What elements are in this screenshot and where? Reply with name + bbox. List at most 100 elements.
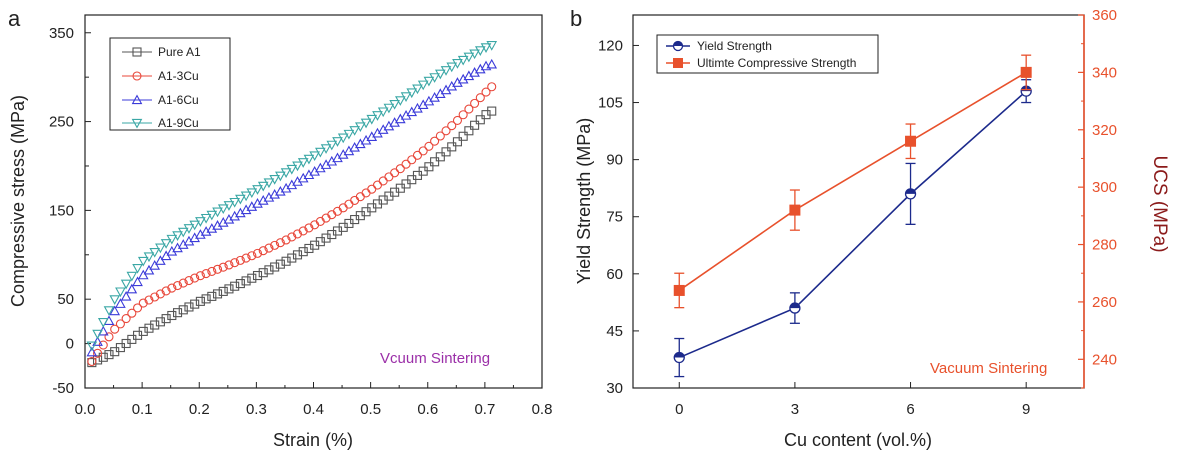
data-point xyxy=(384,172,394,182)
data-point xyxy=(280,168,292,178)
panel-a-xtick-label: 0.4 xyxy=(303,401,324,418)
data-point xyxy=(464,104,474,114)
data-point xyxy=(487,82,497,92)
data-point xyxy=(486,58,498,69)
data-point xyxy=(337,133,349,144)
legend-label-yield: Yield Strength xyxy=(697,39,772,53)
panel-b-legend-box xyxy=(656,34,879,74)
data-point xyxy=(133,303,143,313)
data-point xyxy=(452,59,463,69)
panel-b-ytick-label: 90 xyxy=(606,152,623,169)
data-point xyxy=(137,269,149,280)
data-point xyxy=(395,164,405,174)
panel-b-ytick-label: 75 xyxy=(606,209,623,226)
data-point xyxy=(475,115,485,125)
data-point xyxy=(343,129,355,140)
data-point xyxy=(378,176,388,186)
data-point xyxy=(470,98,480,108)
data-point xyxy=(673,284,685,296)
data-point xyxy=(440,66,452,76)
data-point xyxy=(200,213,212,224)
data-point xyxy=(224,260,234,270)
data-point xyxy=(178,305,188,315)
data-point xyxy=(104,332,114,342)
data-point xyxy=(138,326,148,336)
data-point xyxy=(166,234,178,245)
data-point xyxy=(103,315,115,326)
data-point xyxy=(229,197,240,208)
panel-b-y2tick-label: 360 xyxy=(1092,7,1117,24)
panel-b-y2tick-label: 300 xyxy=(1092,179,1117,196)
data-point xyxy=(487,106,497,116)
panel-a-legend-items xyxy=(122,47,152,129)
data-point xyxy=(458,110,468,120)
data-point xyxy=(447,142,457,152)
panel-b-y2tick-label: 260 xyxy=(1092,294,1117,311)
data-point xyxy=(247,273,257,283)
data-point xyxy=(183,224,195,234)
data-point xyxy=(457,55,469,66)
panel-b-ytick-label: 105 xyxy=(598,95,623,112)
data-point xyxy=(360,118,372,129)
data-point xyxy=(126,283,138,294)
data-point xyxy=(104,350,114,360)
data-point xyxy=(264,265,274,275)
data-point xyxy=(177,227,189,238)
data-point xyxy=(434,69,446,80)
data-point xyxy=(486,41,498,51)
data-point xyxy=(218,262,228,272)
panel-label-b: b xyxy=(570,6,582,31)
data-point xyxy=(400,92,412,102)
data-point xyxy=(458,131,468,141)
data-point xyxy=(190,299,200,309)
legend-marker xyxy=(132,71,142,81)
panel-a-ytick-label: -50 xyxy=(52,380,74,397)
data-point xyxy=(464,126,474,136)
data-point xyxy=(292,229,303,239)
data-point xyxy=(281,256,291,266)
data-point xyxy=(673,351,685,364)
data-point xyxy=(93,348,103,358)
panel-b-xtick-label: 0 xyxy=(675,401,683,418)
panel-b-y2label: UCS (MPa) xyxy=(1149,155,1170,252)
data-point xyxy=(372,180,383,190)
data-point xyxy=(160,239,172,249)
panel-b-ytick-label: 120 xyxy=(598,37,623,54)
data-point xyxy=(137,256,149,267)
data-point xyxy=(235,279,245,289)
data-point xyxy=(401,159,411,169)
data-point xyxy=(235,255,245,265)
data-point xyxy=(155,255,166,265)
data-point xyxy=(189,220,201,231)
data-point xyxy=(447,121,457,131)
series-line xyxy=(678,71,1027,292)
data-point xyxy=(441,126,451,136)
panel-b-y2tick-label: 280 xyxy=(1092,237,1117,254)
legend-marker xyxy=(132,47,142,57)
data-point xyxy=(304,223,314,233)
data-point xyxy=(367,184,377,194)
data-point xyxy=(470,120,480,130)
data-point xyxy=(355,192,365,202)
panel-b-chart: 0 3 6 9 30 45 60 75 90 105 120 240 260 280 300 320 340 36… xyxy=(574,7,1170,450)
data-point xyxy=(349,126,360,136)
data-point xyxy=(412,84,423,95)
data-point xyxy=(383,103,395,114)
data-point xyxy=(201,294,211,304)
panel-b-xlabel: Cu content (vol.%) xyxy=(784,430,932,450)
data-point xyxy=(309,151,320,162)
data-point xyxy=(109,305,121,316)
data-point xyxy=(86,341,98,352)
panel-a-ytick-label: 250 xyxy=(49,114,74,131)
data-point xyxy=(115,298,126,308)
data-point xyxy=(286,164,298,175)
data-point xyxy=(149,247,161,258)
data-point xyxy=(298,247,308,257)
data-point xyxy=(155,289,165,299)
panel-a-ticks: 0.0 0.1 0.2 0.3 0.4 0.5 0.6 0.7 0.8 -50 0 50 150 250 3… xyxy=(49,25,552,418)
data-point xyxy=(212,264,223,274)
data-point xyxy=(430,136,440,146)
data-point xyxy=(207,291,217,301)
data-point xyxy=(201,268,211,279)
data-point xyxy=(103,306,115,316)
